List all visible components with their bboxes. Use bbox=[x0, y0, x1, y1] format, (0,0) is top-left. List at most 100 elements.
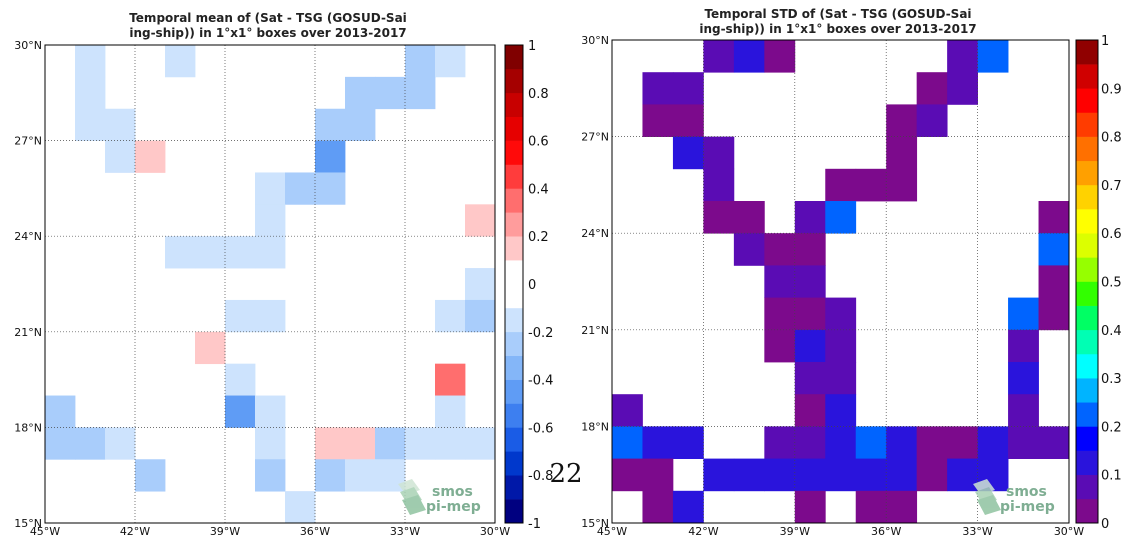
std-y-axis: 15°N 18°N 21°N 24°N 27°N 30°N bbox=[581, 34, 609, 530]
mean-cell bbox=[465, 299, 496, 333]
mean-cell bbox=[345, 108, 376, 141]
std-plot-frame bbox=[611, 39, 1070, 524]
mean-cell bbox=[435, 363, 466, 396]
mean-cell bbox=[135, 459, 166, 492]
std-cbar-tick-label: 0.7 bbox=[1101, 179, 1122, 194]
std-cell bbox=[612, 426, 643, 459]
std-colorbar-segment bbox=[1076, 426, 1098, 451]
mean-ytick-label: 30°N bbox=[14, 39, 42, 52]
std-colorbar-segment bbox=[1076, 474, 1098, 500]
mean-cbar-tick-label: -0.6 bbox=[528, 421, 553, 436]
mean-colorbar-segment bbox=[505, 307, 523, 333]
std-cell bbox=[916, 104, 948, 137]
mean-colorbar-segment bbox=[505, 188, 523, 213]
mean-cell bbox=[225, 395, 256, 428]
std-cell bbox=[886, 458, 918, 492]
mean-cell bbox=[165, 236, 196, 269]
std-cbar-tick-label: 0 bbox=[1101, 517, 1109, 532]
mean-cell bbox=[465, 204, 496, 237]
std-cell bbox=[642, 490, 674, 524]
mean-cell bbox=[345, 76, 376, 110]
std-cell bbox=[1008, 329, 1039, 363]
mean-colorbar-segment bbox=[505, 140, 523, 165]
std-cell bbox=[825, 394, 857, 427]
std-ytick-label: 15°N bbox=[581, 517, 609, 530]
logo-text-smos: smos bbox=[1006, 484, 1047, 500]
std-cell bbox=[825, 362, 857, 395]
std-cell bbox=[1008, 297, 1039, 331]
mean-cell bbox=[435, 45, 466, 78]
std-cell bbox=[947, 72, 978, 105]
std-ytick-label: 18°N bbox=[581, 420, 609, 433]
std-cell bbox=[886, 426, 918, 459]
std-cell bbox=[855, 490, 887, 524]
std-ytick-label: 21°N bbox=[581, 324, 609, 337]
std-title-line2: ing-ship)) in 1°x1° boxes over 2013-2017 bbox=[699, 22, 976, 36]
std-colorbar-segment bbox=[1076, 88, 1098, 113]
std-cbar-tick-label: 0.6 bbox=[1101, 227, 1122, 242]
mean-cell bbox=[435, 395, 466, 428]
std-cell bbox=[703, 136, 735, 170]
mean-colorbar-ticks: -1 -0.8 -0.6 -0.4 -0.2 0 0.2 0.4 0.6 0.8… bbox=[528, 39, 553, 532]
mean-xtick-label: 45°W bbox=[30, 525, 60, 538]
mean-xtick-label: 39°W bbox=[210, 525, 240, 538]
std-cell bbox=[642, 104, 674, 137]
mean-cell bbox=[315, 172, 346, 205]
std-cell bbox=[825, 168, 857, 202]
std-cell bbox=[825, 426, 857, 459]
mean-cell bbox=[105, 140, 136, 173]
mean-logo: smos pi-mep bbox=[398, 479, 481, 515]
logo-icon bbox=[973, 479, 1001, 515]
mean-cell bbox=[135, 140, 166, 173]
std-cell bbox=[977, 40, 1009, 73]
std-colorbar-segment bbox=[1076, 257, 1098, 282]
std-cell bbox=[764, 233, 796, 266]
std-colorbar-segment bbox=[1076, 184, 1098, 210]
mean-cell bbox=[405, 427, 436, 460]
std-cell bbox=[794, 490, 826, 524]
std-cell bbox=[1038, 265, 1070, 298]
mean-panel: Temporal mean of (Sat - TSG (GOSUD-Sai i… bbox=[14, 11, 553, 538]
std-cell bbox=[825, 458, 857, 492]
std-xtick-label: 30°W bbox=[1054, 525, 1084, 538]
std-x-axis: 45°W 42°W 39°W 36°W 33°W 30°W bbox=[597, 525, 1084, 538]
std-colorbar-segment bbox=[1076, 281, 1098, 306]
mean-colorbar-segment bbox=[505, 68, 523, 94]
std-colorbar-segment bbox=[1076, 305, 1098, 331]
std-grid bbox=[612, 40, 1069, 523]
mean-y-axis: 15°N 18°N 21°N 24°N 27°N 30°N bbox=[14, 39, 42, 530]
std-cell bbox=[703, 168, 735, 202]
std-cell bbox=[794, 297, 826, 331]
std-cell bbox=[916, 458, 948, 492]
std-cell bbox=[947, 458, 978, 492]
mean-cell bbox=[465, 427, 496, 460]
std-cell bbox=[672, 136, 704, 170]
std-cell bbox=[1008, 426, 1039, 459]
mean-ytick-label: 18°N bbox=[14, 421, 42, 434]
mean-cell bbox=[105, 427, 136, 460]
mean-cell bbox=[375, 76, 406, 110]
mean-cbar-tick-label: -0.2 bbox=[528, 326, 553, 341]
std-cell bbox=[794, 201, 826, 234]
std-cell bbox=[1038, 233, 1070, 266]
std-cell bbox=[794, 329, 826, 363]
std-ytick-label: 30°N bbox=[581, 34, 609, 47]
mean-cell bbox=[345, 459, 376, 492]
std-cell bbox=[1038, 297, 1070, 331]
mean-x-axis: 45°W 42°W 39°W 36°W 33°W 30°W bbox=[30, 525, 510, 538]
std-cell bbox=[672, 104, 704, 137]
std-cell bbox=[733, 458, 765, 492]
std-xtick-label: 39°W bbox=[780, 525, 810, 538]
std-colorbar-segment bbox=[1076, 402, 1098, 427]
std-xtick-label: 33°W bbox=[962, 525, 992, 538]
std-cell bbox=[886, 490, 918, 524]
std-xtick-label: 45°W bbox=[597, 525, 627, 538]
mean-colorbar-segment bbox=[505, 403, 523, 428]
mean-ytick-label: 27°N bbox=[14, 135, 42, 148]
std-cell bbox=[825, 201, 857, 234]
mean-cell bbox=[255, 395, 286, 428]
std-cell bbox=[672, 490, 704, 524]
mean-cell bbox=[75, 76, 106, 110]
std-cell bbox=[855, 168, 887, 202]
page-number: 22 bbox=[549, 459, 582, 489]
